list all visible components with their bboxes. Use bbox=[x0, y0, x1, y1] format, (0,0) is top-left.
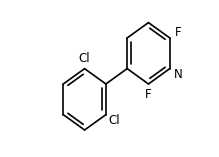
Text: F: F bbox=[145, 88, 152, 101]
Text: N: N bbox=[174, 68, 182, 81]
Text: F: F bbox=[175, 26, 181, 38]
Text: Cl: Cl bbox=[108, 114, 120, 127]
Text: Cl: Cl bbox=[79, 52, 90, 65]
